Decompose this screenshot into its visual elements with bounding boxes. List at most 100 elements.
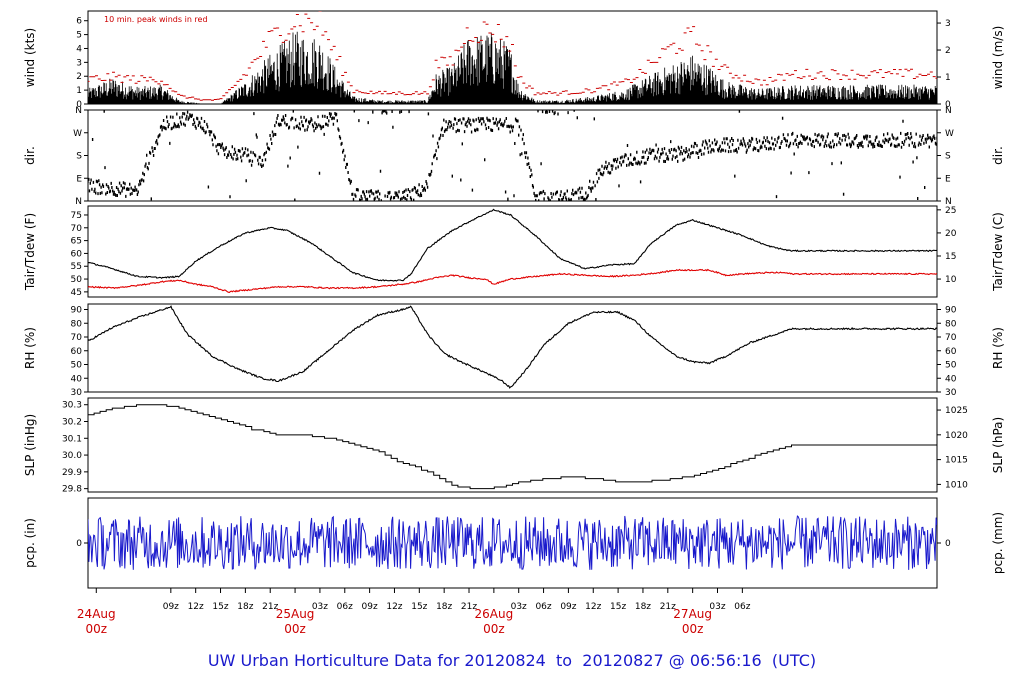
right-tick-label: 1025 [945, 406, 968, 416]
hour-tick-label: 06z [535, 602, 551, 612]
hour-tick-label: 12z [585, 602, 601, 612]
right-tick-label: 60 [945, 347, 957, 357]
left-tick-label: 55 [71, 262, 82, 272]
right-tick-label: 0 [945, 539, 951, 549]
hour-tick-label: 21z [461, 602, 477, 612]
y-axis-label-right: pcp. (mm) [991, 512, 1005, 574]
panel-frame [87, 303, 938, 393]
y-axis-label-left: dir. [23, 146, 37, 165]
panel-frame [87, 205, 938, 298]
hour-tick-label: 15z [411, 602, 427, 612]
left-tick-label: 6 [76, 17, 82, 27]
left-tick-label: N [75, 106, 82, 116]
footer-title: UW Urban Horticulture Data for 20120824 … [207, 651, 817, 670]
right-tick-label: 1015 [945, 456, 968, 466]
right-tick-label: 2 [945, 46, 951, 56]
right-tick-label: 20 [945, 229, 957, 239]
date-label-day: 27Aug [673, 607, 712, 621]
left-tick-label: 40 [71, 374, 83, 384]
right-tick-label: S [945, 152, 951, 162]
panel-wind: 0 1 2 3 4 5 6 0 1 2 3 wind (kts) wind (m/s) 10 min. p… [23, 10, 1005, 110]
series-precipitation [88, 515, 937, 570]
hour-tick-label: 15z [610, 602, 626, 612]
left-tick-label: 30.3 [62, 401, 82, 411]
right-tick-label: E [945, 174, 951, 184]
date-label-hour: 00z [682, 622, 704, 636]
right-tick-label: 0 [945, 100, 951, 110]
series-Tair [88, 208, 937, 282]
date-label-hour: 00z [483, 622, 505, 636]
left-tick-label: 2 [76, 72, 82, 82]
right-tick-label: 1020 [945, 431, 968, 441]
hour-tick-label: 18z [436, 602, 452, 612]
right-tick-label: 1 [945, 73, 951, 83]
hour-tick-label: 15z [212, 602, 228, 612]
right-tick-label: 90 [945, 306, 957, 316]
left-tick-label: 1 [76, 86, 82, 96]
left-tick-label: 3 [76, 58, 82, 68]
panel-series-group [88, 404, 937, 490]
right-tick-label: 70 [945, 333, 957, 343]
left-tick-label: E [76, 174, 82, 184]
left-tick-label: W [73, 129, 82, 139]
series-RH [88, 305, 937, 389]
date-label-day: 26Aug [475, 607, 514, 621]
panel-series-group [88, 305, 937, 389]
hour-tick-label: 03z [511, 602, 527, 612]
right-tick-label: 15 [945, 252, 956, 262]
hour-tick-label: 06z [337, 602, 353, 612]
date-label-day: 24Aug [77, 607, 116, 621]
panel-slp: 29.8 29.9 30.0 30.1 30.2 30.3 1010 1015 1020 1025… [23, 397, 1005, 495]
hour-tick-label: 03z [312, 602, 328, 612]
y-axis-label-right: dir. [991, 146, 1005, 165]
panel-frame [87, 109, 938, 202]
hour-tick-label: 03z [709, 602, 725, 612]
left-tick-label: 80 [71, 319, 83, 329]
series-Tdew [88, 268, 937, 293]
hour-tick-label: 18z [635, 602, 651, 612]
right-tick-label: 40 [945, 374, 957, 384]
left-tick-label: 50 [71, 275, 83, 285]
right-tick-label: 80 [945, 319, 957, 329]
series-peak [88, 11, 937, 101]
panel-frame [87, 10, 938, 105]
left-tick-label: 4 [76, 44, 82, 54]
left-tick-label: 50 [71, 361, 83, 371]
left-tick-label: 60 [71, 249, 83, 259]
left-tick-label: 45 [71, 288, 82, 298]
panel-temp: 45 50 55 60 65 70 75 10 15 20 25 Tair/Tdew (F) Tair/… [23, 205, 1005, 298]
y-axis-label-right: RH (%) [991, 327, 1005, 369]
left-tick-label: 5 [76, 31, 82, 41]
right-tick-label: 10 [945, 275, 957, 285]
left-tick-label: 90 [71, 306, 83, 316]
hour-tick-label: 12z [188, 602, 204, 612]
left-tick-label: 30.1 [62, 434, 82, 444]
left-tick-label: 30 [71, 388, 83, 398]
panel-annotation: 10 min. peak winds in red [104, 15, 208, 24]
left-tick-label: S [76, 152, 82, 162]
left-tick-label: N [75, 197, 82, 207]
hour-tick-label: 21z [660, 602, 676, 612]
hour-tick-label: 09z [163, 602, 179, 612]
right-tick-label: 50 [945, 361, 957, 371]
hour-tick-label: 18z [237, 602, 253, 612]
left-tick-label: 70 [71, 333, 83, 343]
right-tick-label: W [945, 129, 954, 139]
panel-series-group [88, 515, 937, 570]
y-axis-label-left: wind (kts) [23, 28, 37, 87]
time-axis: 09z 12z 15z 18z 21z 03z 06z 09z 12z 15z 18z 21z 03z 0… [77, 588, 751, 636]
date-label-hour: 00z [284, 622, 306, 636]
y-axis-label-left: Tair/Tdew (F) [23, 213, 37, 291]
panel-pcp: 0 0 pcp. (in) pcp. (mm) [23, 497, 1005, 589]
left-tick-label: 0 [76, 100, 82, 110]
left-tick-label: 60 [71, 347, 83, 357]
left-tick-label: 30.2 [62, 418, 82, 428]
right-tick-label: N [945, 197, 952, 207]
panel-series-group [88, 208, 937, 293]
date-label-day: 25Aug [276, 607, 315, 621]
left-tick-label: 30.0 [62, 451, 82, 461]
right-tick-label: 3 [945, 19, 951, 29]
right-tick-label: N [945, 106, 952, 116]
y-axis-label-right: wind (m/s) [991, 26, 1005, 90]
